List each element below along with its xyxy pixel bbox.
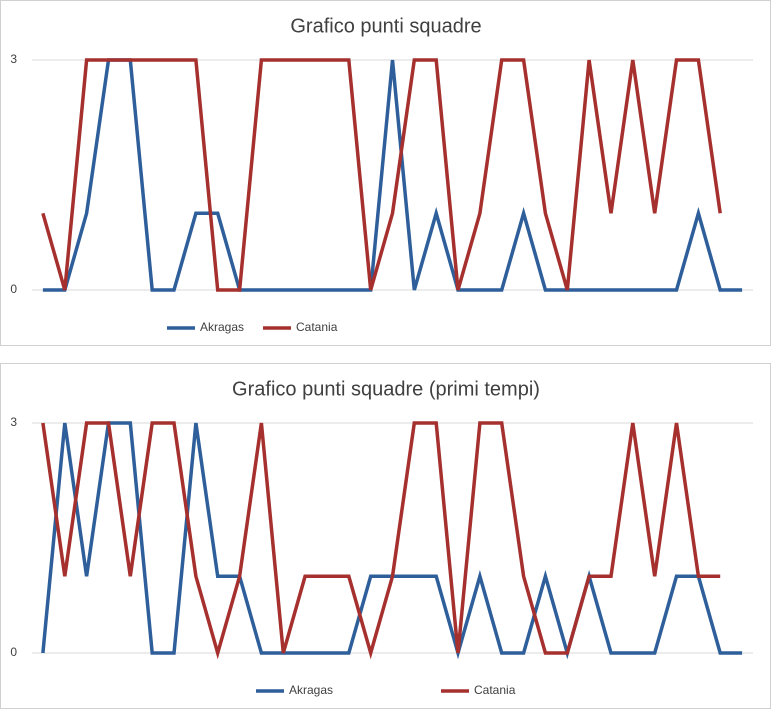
chart-panel: Grafico punti squadre 0 3 Akragas Catania (0, 0, 771, 346)
legend-label: Akragas (200, 320, 244, 334)
legend-label: Akragas (289, 683, 333, 697)
y-tick-label: 0 (10, 645, 17, 659)
chart-title: Grafico punti squadre (290, 15, 481, 37)
y-tick-label: 0 (10, 282, 17, 296)
chart-title: Grafico punti squadre (primi tempi) (232, 378, 540, 400)
chart: Grafico punti squadre (primi tempi) 0 3 Akr… (10, 378, 753, 697)
y-tick-label: 3 (10, 415, 17, 429)
legend-label: Catania (296, 320, 338, 334)
series-line (42, 58, 743, 292)
chart: Grafico punti squadre 0 3 Akragas Catania (10, 15, 753, 334)
legend-label: Catania (474, 683, 516, 697)
chart-panel: Grafico punti squadre (primi tempi) 0 3 Akr… (0, 363, 771, 709)
y-tick-label: 3 (10, 52, 17, 66)
series-line (41, 58, 722, 292)
series-line (41, 421, 721, 660)
